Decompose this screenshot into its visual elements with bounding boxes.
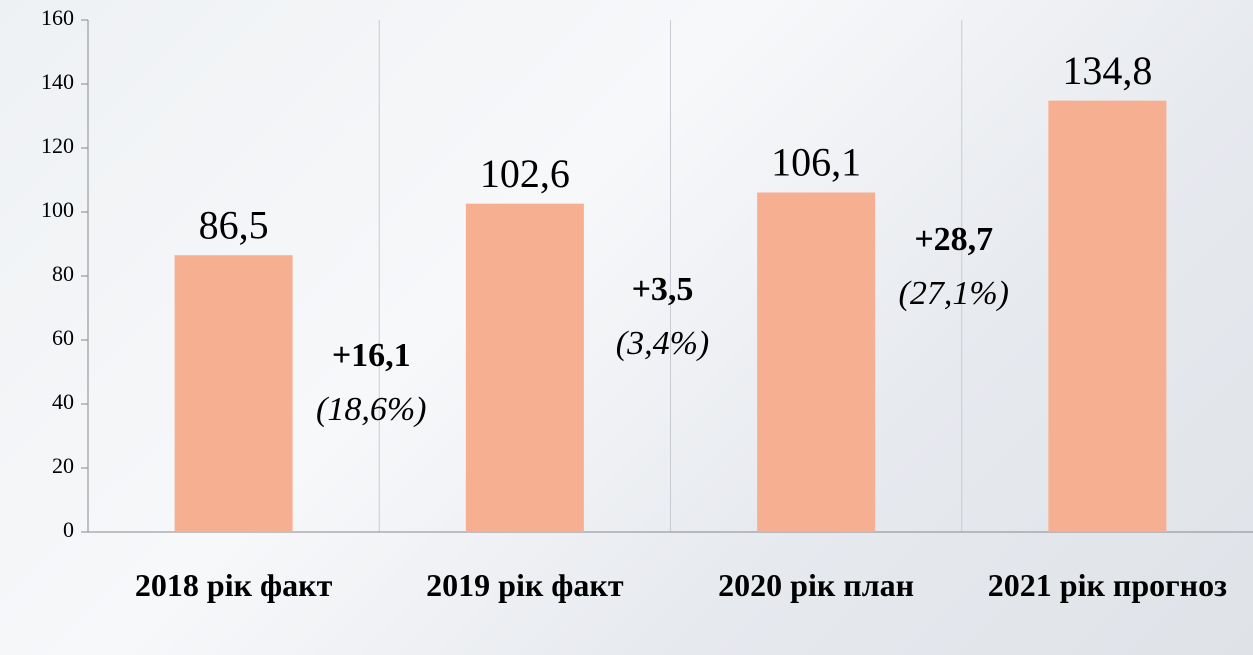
annotation: +16,1 [332,337,411,374]
annotation-percent: (3,4%) [616,325,709,362]
plot: 0 20 40 60 80 100 120 140 160 86,5 102,6 106,1 134,8… [0,0,1253,655]
annotation-percent: (18,6%) [316,391,426,428]
annotation: +3,5 [632,271,694,308]
value-label: 134,8 [1062,48,1152,93]
value-label: 106,1 [771,140,861,185]
y-tick-label: 140 [41,69,74,94]
bar [466,204,584,532]
annotation-percent: (27,1%) [899,275,1009,312]
x-tick-label: 2020 рік план [671,562,961,608]
bar [175,255,293,532]
y-tick-label: 160 [41,5,74,30]
bar [1048,101,1166,532]
x-tick-label: 2019 рік факт [380,562,670,608]
y-tick-label: 20 [52,453,74,478]
y-tick-label: 80 [52,261,74,286]
chart: 0 20 40 60 80 100 120 140 160 86,5 102,6 106,1 134,8… [0,0,1253,655]
value-label: 102,6 [480,151,570,196]
y-tick-label: 100 [41,197,74,222]
y-tick-label: 40 [52,389,74,414]
y-tick-label: 60 [52,325,74,350]
x-tick-label: 2018 рік факт [89,562,379,608]
y-tick-label: 0 [63,517,74,542]
y-tick-label: 120 [41,133,74,158]
x-tick-label: 2021 рік прогноз [962,562,1252,608]
annotation: +28,7 [914,221,993,258]
bar [757,192,875,532]
value-label: 86,5 [199,202,269,247]
